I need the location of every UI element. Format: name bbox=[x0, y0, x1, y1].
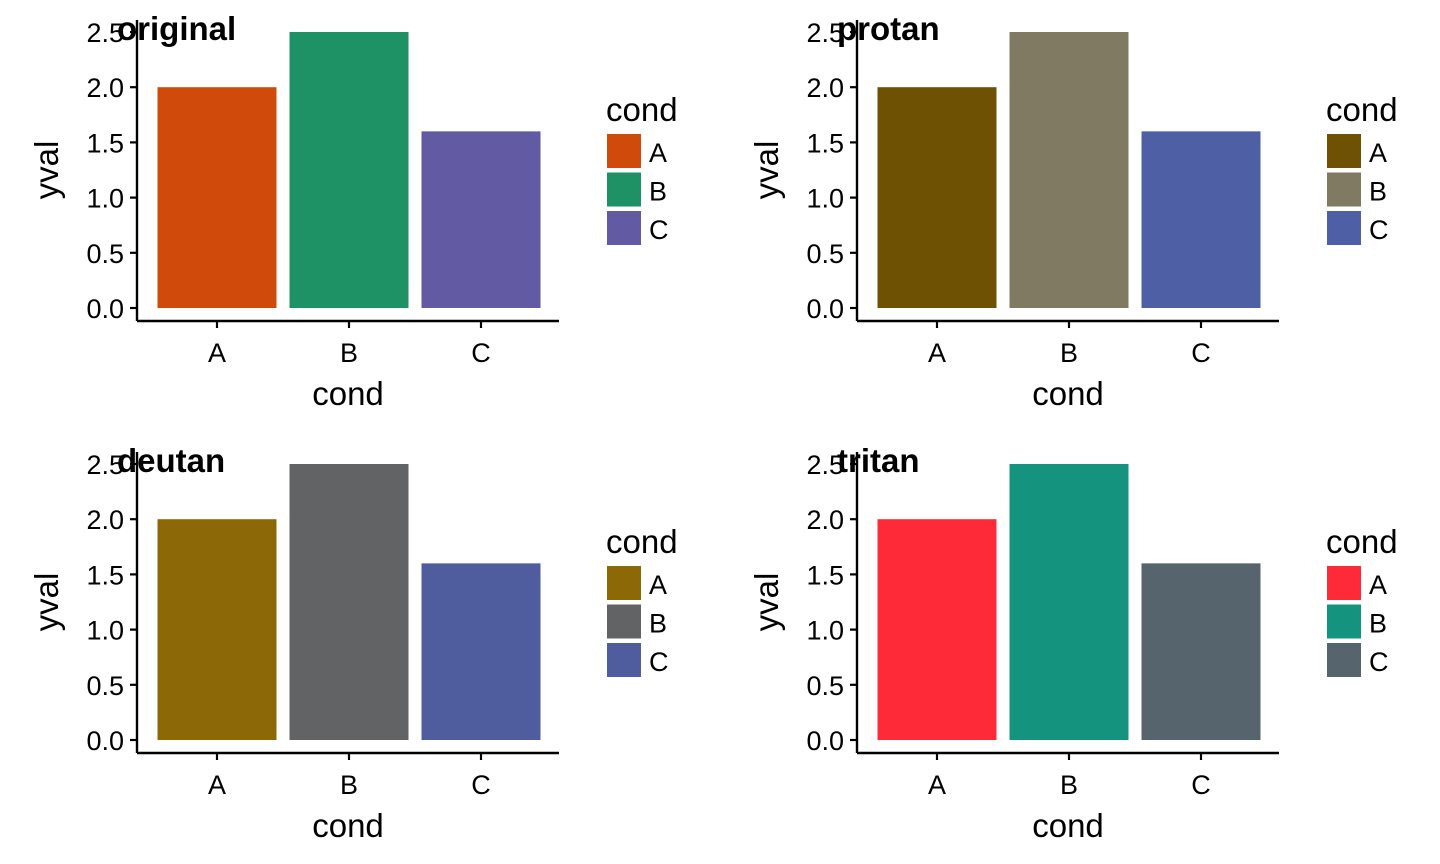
y-tick-label: 2.0 bbox=[86, 73, 124, 103]
legend-label: A bbox=[1369, 570, 1387, 600]
bar-B bbox=[1009, 464, 1129, 740]
y-tick-label: 2.0 bbox=[86, 505, 124, 535]
x-tick-label: A bbox=[928, 770, 946, 800]
y-tick-label: 0.5 bbox=[86, 239, 124, 269]
x-tick-label: A bbox=[928, 338, 946, 368]
y-tick-label: 1.0 bbox=[806, 184, 844, 214]
y-tick-label: 2.5 bbox=[806, 450, 844, 480]
bar-C bbox=[421, 563, 541, 740]
legend-label: C bbox=[649, 215, 669, 245]
y-tick-label: 2.0 bbox=[806, 73, 844, 103]
legend-label: B bbox=[649, 609, 667, 639]
legend-swatch bbox=[607, 134, 641, 168]
legend-label: B bbox=[1369, 177, 1387, 207]
bar-A bbox=[157, 87, 277, 308]
y-tick-label: 1.0 bbox=[86, 184, 124, 214]
y-tick-label: 0.0 bbox=[86, 726, 124, 756]
x-tick-label: A bbox=[208, 338, 226, 368]
x-axis-title: cond bbox=[1032, 375, 1104, 412]
panel-title: original bbox=[117, 10, 236, 47]
y-tick-label: 2.5 bbox=[86, 18, 124, 48]
legend-swatch bbox=[1327, 643, 1361, 677]
y-tick-label: 2.0 bbox=[806, 505, 844, 535]
y-axis-title: yval bbox=[748, 141, 785, 200]
y-tick-label: 0.0 bbox=[86, 294, 124, 324]
legend-swatch bbox=[1327, 604, 1361, 639]
x-axis-title: cond bbox=[1032, 807, 1104, 844]
y-tick-label: 1.0 bbox=[86, 616, 124, 646]
y-tick-label: 1.0 bbox=[806, 616, 844, 646]
panel-title: protan bbox=[837, 10, 940, 47]
chart-panel-tritan: 0.00.51.01.52.02.5A B CcondyvaltritancondA… bbox=[748, 442, 1398, 844]
panel-title: tritan bbox=[837, 442, 920, 479]
x-axis-title: cond bbox=[312, 807, 384, 844]
chart-panel-deutan: 0.00.51.01.52.02.5A B CcondyvaldeutancondA… bbox=[28, 442, 678, 844]
x-tick-label: A bbox=[208, 770, 226, 800]
legend-swatch bbox=[607, 172, 641, 207]
x-tick-label: C bbox=[471, 338, 491, 368]
chart-panel-protan: 0.00.51.01.52.02.5A B CcondyvalprotancondA… bbox=[748, 10, 1398, 412]
y-tick-label: 1.5 bbox=[806, 128, 844, 158]
x-tick-label: C bbox=[1191, 338, 1211, 368]
legend-title: cond bbox=[1326, 523, 1398, 560]
bar-B bbox=[289, 32, 409, 308]
y-tick-label: 2.5 bbox=[86, 450, 124, 480]
bar-C bbox=[421, 131, 541, 308]
y-tick-label: 1.5 bbox=[86, 128, 124, 158]
y-tick-label: 0.5 bbox=[86, 671, 124, 701]
bar-B bbox=[289, 464, 409, 740]
y-axis-title: yval bbox=[28, 141, 65, 200]
bar-B bbox=[1009, 32, 1129, 308]
legend-label: C bbox=[1369, 215, 1389, 245]
x-axis-title: cond bbox=[312, 375, 384, 412]
y-tick-label: 0.0 bbox=[806, 294, 844, 324]
y-tick-label: 2.5 bbox=[806, 18, 844, 48]
legend-swatch bbox=[607, 604, 641, 639]
legend-swatch bbox=[607, 643, 641, 677]
legend-swatch bbox=[607, 566, 641, 600]
panel-title: deutan bbox=[117, 442, 225, 479]
chart-panel-original: 0.00.51.01.52.02.5A B Ccondyvaloriginalcon… bbox=[28, 10, 678, 412]
bar-C bbox=[1141, 563, 1261, 740]
legend-swatch bbox=[1327, 134, 1361, 168]
x-tick-label: C bbox=[1191, 770, 1211, 800]
y-tick-label: 0.0 bbox=[806, 726, 844, 756]
x-tick-label: B bbox=[340, 770, 358, 800]
bar-C bbox=[1141, 131, 1261, 308]
y-tick-label: 0.5 bbox=[806, 239, 844, 269]
y-tick-label: 1.5 bbox=[806, 560, 844, 590]
legend-swatch bbox=[1327, 566, 1361, 600]
legend-label: A bbox=[649, 138, 667, 168]
legend-label: A bbox=[649, 570, 667, 600]
bar-A bbox=[877, 87, 997, 308]
y-axis-title: yval bbox=[28, 573, 65, 632]
legend-swatch bbox=[607, 211, 641, 245]
legend-label: A bbox=[1369, 138, 1387, 168]
legend-swatch bbox=[1327, 211, 1361, 245]
y-tick-label: 0.5 bbox=[806, 671, 844, 701]
legend-title: cond bbox=[606, 523, 678, 560]
y-axis-title: yval bbox=[748, 573, 785, 632]
legend-label: C bbox=[1369, 647, 1389, 677]
legend-label: B bbox=[1369, 609, 1387, 639]
legend-label: B bbox=[649, 177, 667, 207]
legend-title: cond bbox=[606, 91, 678, 128]
x-tick-label: B bbox=[340, 338, 358, 368]
y-tick-label: 1.5 bbox=[86, 560, 124, 590]
bar-A bbox=[157, 519, 277, 740]
x-tick-label: B bbox=[1060, 338, 1078, 368]
x-tick-label: C bbox=[471, 770, 491, 800]
legend-label: C bbox=[649, 647, 669, 677]
legend-title: cond bbox=[1326, 91, 1398, 128]
bar-A bbox=[877, 519, 997, 740]
legend-swatch bbox=[1327, 172, 1361, 207]
x-tick-label: B bbox=[1060, 770, 1078, 800]
